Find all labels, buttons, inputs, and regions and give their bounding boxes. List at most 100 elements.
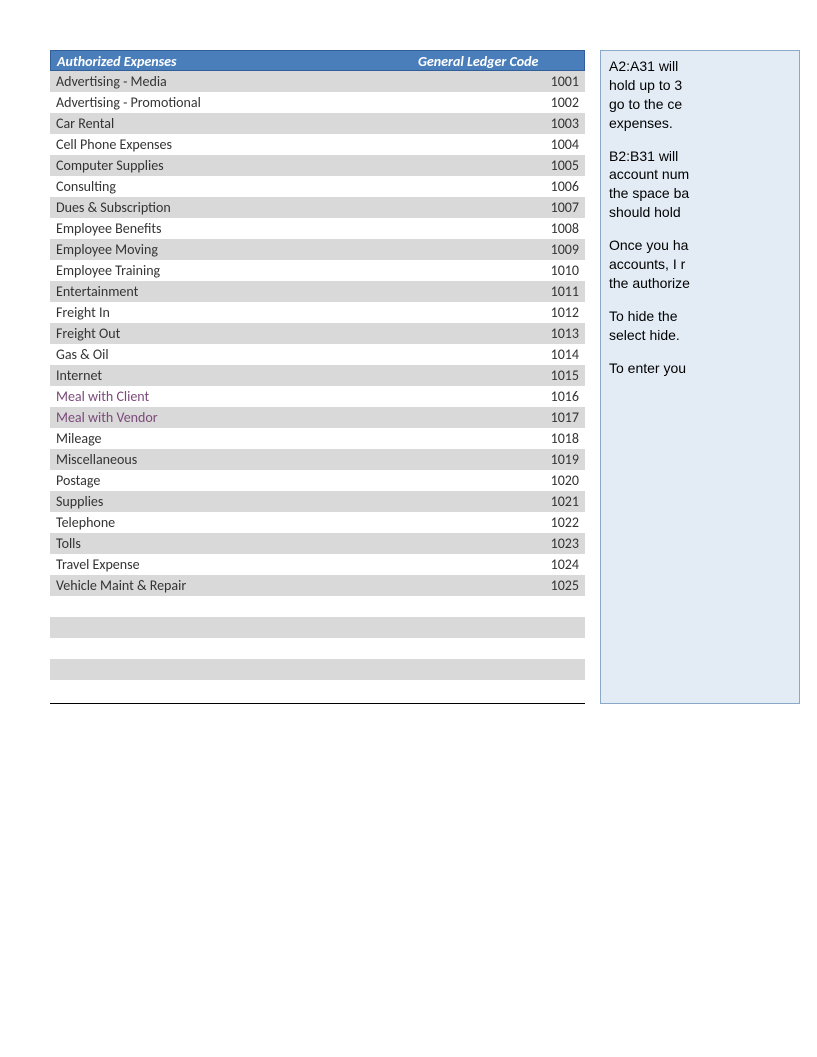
ledger-code-cell: 1007 <box>519 197 579 218</box>
ledger-code-cell: 1023 <box>519 533 579 554</box>
expense-name-cell: Advertising - Media <box>56 71 519 92</box>
expense-name-cell: Employee Training <box>56 260 519 281</box>
note-line: the space ba <box>609 185 689 201</box>
note-paragraph: To enter you <box>609 359 791 378</box>
ledger-code-cell: 1006 <box>519 176 579 197</box>
ledger-code-cell: 1014 <box>519 344 579 365</box>
table-row: Freight In1012 <box>50 302 585 323</box>
expense-name-cell: Cell Phone Expenses <box>56 134 519 155</box>
bottom-border-line <box>50 703 585 704</box>
ledger-code-cell: 1003 <box>519 113 579 134</box>
empty-row <box>50 617 585 638</box>
table-row: Mileage1018 <box>50 428 585 449</box>
ledger-code-cell: 1018 <box>519 428 579 449</box>
table-row: Advertising - Media1001 <box>50 71 585 92</box>
expense-name-cell: Meal with Vendor <box>56 407 519 428</box>
expense-name-cell: Postage <box>56 470 519 491</box>
expense-name-cell: Mileage <box>56 428 519 449</box>
ledger-code-cell: 1004 <box>519 134 579 155</box>
main-container: Authorized Expenses General Ledger Code … <box>0 0 817 704</box>
ledger-code-cell: 1019 <box>519 449 579 470</box>
note-line: account num <box>609 166 689 182</box>
header-authorized-expenses: Authorized Expenses <box>57 51 418 70</box>
note-line: To enter you <box>609 360 686 376</box>
ledger-code-cell: 1005 <box>519 155 579 176</box>
empty-gap <box>50 638 585 659</box>
empty-gap <box>50 680 585 701</box>
note-line: A2:A31 will <box>609 58 678 74</box>
ledger-code-cell: 1001 <box>519 71 579 92</box>
ledger-code-cell: 1016 <box>519 386 579 407</box>
note-paragraph: Once you ha accounts, I r the authorize <box>609 236 791 293</box>
table-row: Miscellaneous1019 <box>50 449 585 470</box>
ledger-code-cell: 1013 <box>519 323 579 344</box>
table-header: Authorized Expenses General Ledger Code <box>50 50 585 71</box>
ledger-code-cell: 1024 <box>519 554 579 575</box>
note-paragraph: B2:B31 will account num the space ba sho… <box>609 147 791 223</box>
ledger-code-cell: 1002 <box>519 92 579 113</box>
ledger-code-cell: 1008 <box>519 218 579 239</box>
header-general-ledger-code: General Ledger Code <box>418 51 578 70</box>
empty-rows-area <box>50 617 585 704</box>
table-row: Vehicle Maint & Repair1025 <box>50 575 585 596</box>
expense-name-cell: Tolls <box>56 533 519 554</box>
expense-name-cell: Entertainment <box>56 281 519 302</box>
table-row: Car Rental1003 <box>50 113 585 134</box>
expense-name-cell: Consulting <box>56 176 519 197</box>
expense-name-cell: Vehicle Maint & Repair <box>56 575 519 596</box>
expense-name-cell: Car Rental <box>56 113 519 134</box>
expense-name-cell: Travel Expense <box>56 554 519 575</box>
table-row: Travel Expense1024 <box>50 554 585 575</box>
expense-name-cell: Gas & Oil <box>56 344 519 365</box>
expense-name-cell: Freight In <box>56 302 519 323</box>
table-row: Freight Out1013 <box>50 323 585 344</box>
instruction-note: A2:A31 will hold up to 3 go to the ce ex… <box>600 50 800 704</box>
note-paragraph: To hide the select hide. <box>609 307 791 345</box>
table-row: Cell Phone Expenses1004 <box>50 134 585 155</box>
ledger-code-cell: 1021 <box>519 491 579 512</box>
table-row: Employee Training1010 <box>50 260 585 281</box>
expense-name-cell: Supplies <box>56 491 519 512</box>
table-row: Telephone1022 <box>50 512 585 533</box>
table-row: Meal with Client1016 <box>50 386 585 407</box>
expense-table: Authorized Expenses General Ledger Code … <box>50 50 585 704</box>
note-line: To hide the <box>609 308 678 324</box>
expense-name-cell: Meal with Client <box>56 386 519 407</box>
ledger-code-cell: 1025 <box>519 575 579 596</box>
table-row: Supplies1021 <box>50 491 585 512</box>
table-row: Consulting1006 <box>50 176 585 197</box>
table-row: Employee Moving1009 <box>50 239 585 260</box>
table-row: Gas & Oil1014 <box>50 344 585 365</box>
note-line: accounts, I r <box>609 256 685 272</box>
table-row: Dues & Subscription1007 <box>50 197 585 218</box>
expense-name-cell: Miscellaneous <box>56 449 519 470</box>
table-row: Tolls1023 <box>50 533 585 554</box>
note-paragraph: A2:A31 will hold up to 3 go to the ce ex… <box>609 57 791 133</box>
ledger-code-cell: 1017 <box>519 407 579 428</box>
ledger-code-cell: 1020 <box>519 470 579 491</box>
expense-name-cell: Telephone <box>56 512 519 533</box>
expense-name-cell: Advertising - Promotional <box>56 92 519 113</box>
ledger-code-cell: 1010 <box>519 260 579 281</box>
empty-row <box>50 659 585 680</box>
ledger-code-cell: 1022 <box>519 512 579 533</box>
table-row: Internet1015 <box>50 365 585 386</box>
expense-name-cell: Dues & Subscription <box>56 197 519 218</box>
ledger-code-cell: 1012 <box>519 302 579 323</box>
table-row: Entertainment1011 <box>50 281 585 302</box>
note-line: select hide. <box>609 327 680 343</box>
note-line: should hold <box>609 204 681 220</box>
note-line: B2:B31 will <box>609 148 678 164</box>
table-row: Computer Supplies1005 <box>50 155 585 176</box>
expense-name-cell: Employee Benefits <box>56 218 519 239</box>
expense-name-cell: Internet <box>56 365 519 386</box>
table-row: Postage1020 <box>50 470 585 491</box>
note-line: Once you ha <box>609 237 688 253</box>
ledger-code-cell: 1011 <box>519 281 579 302</box>
expense-name-cell: Employee Moving <box>56 239 519 260</box>
note-line: hold up to 3 <box>609 77 682 93</box>
ledger-code-cell: 1009 <box>519 239 579 260</box>
table-row: Employee Benefits1008 <box>50 218 585 239</box>
table-row: Meal with Vendor1017 <box>50 407 585 428</box>
note-line: go to the ce <box>609 96 682 112</box>
